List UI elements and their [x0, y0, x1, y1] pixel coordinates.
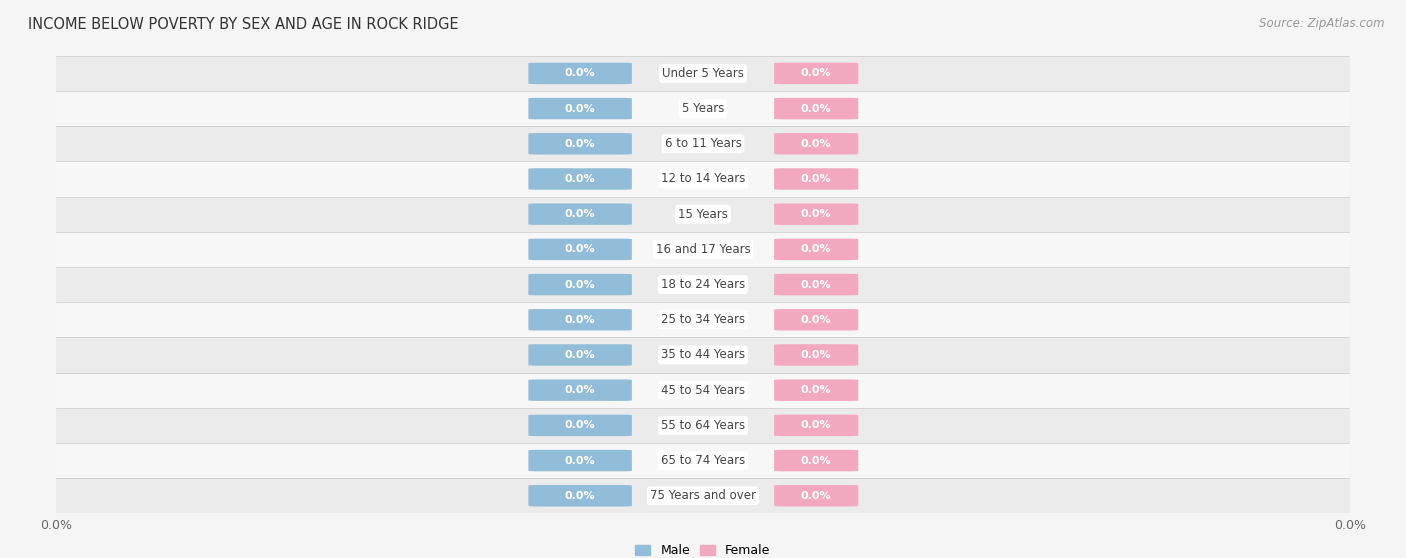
FancyBboxPatch shape [529, 62, 631, 84]
Text: 0.0%: 0.0% [801, 491, 831, 501]
Bar [56, 161, 1350, 196]
Bar [56, 267, 1350, 302]
Text: 0.0%: 0.0% [565, 315, 595, 325]
FancyBboxPatch shape [529, 485, 631, 507]
FancyBboxPatch shape [529, 169, 631, 190]
Text: 0.0%: 0.0% [565, 209, 595, 219]
FancyBboxPatch shape [775, 379, 858, 401]
Bar [56, 443, 1350, 478]
FancyBboxPatch shape [529, 344, 631, 365]
FancyBboxPatch shape [775, 274, 858, 295]
FancyBboxPatch shape [529, 133, 631, 155]
FancyBboxPatch shape [775, 344, 858, 365]
Text: 6 to 11 Years: 6 to 11 Years [665, 137, 741, 150]
Text: 0.0%: 0.0% [801, 280, 831, 290]
Text: 0.0%: 0.0% [801, 69, 831, 78]
FancyBboxPatch shape [529, 239, 631, 260]
Text: 0.0%: 0.0% [565, 420, 595, 430]
Text: Under 5 Years: Under 5 Years [662, 67, 744, 80]
Text: 0.0%: 0.0% [565, 69, 595, 78]
Bar [56, 56, 1350, 91]
Text: 35 to 44 Years: 35 to 44 Years [661, 349, 745, 362]
Text: 0.0%: 0.0% [565, 244, 595, 254]
Text: INCOME BELOW POVERTY BY SEX AND AGE IN ROCK RIDGE: INCOME BELOW POVERTY BY SEX AND AGE IN R… [28, 17, 458, 32]
Bar [56, 91, 1350, 126]
FancyBboxPatch shape [775, 485, 858, 507]
FancyBboxPatch shape [775, 62, 858, 84]
Text: 15 Years: 15 Years [678, 208, 728, 220]
Text: 0.0%: 0.0% [801, 420, 831, 430]
Text: 0.0%: 0.0% [565, 385, 595, 395]
Text: 0.0%: 0.0% [565, 139, 595, 149]
Bar [56, 196, 1350, 232]
FancyBboxPatch shape [529, 309, 631, 330]
Bar [56, 232, 1350, 267]
FancyBboxPatch shape [775, 239, 858, 260]
FancyBboxPatch shape [775, 415, 858, 436]
Text: 18 to 24 Years: 18 to 24 Years [661, 278, 745, 291]
Text: 0.0%: 0.0% [801, 104, 831, 114]
FancyBboxPatch shape [529, 415, 631, 436]
Legend: Male, Female: Male, Female [630, 539, 776, 558]
FancyBboxPatch shape [529, 379, 631, 401]
Text: 25 to 34 Years: 25 to 34 Years [661, 313, 745, 326]
Text: 0.0%: 0.0% [801, 350, 831, 360]
Text: 5 Years: 5 Years [682, 102, 724, 115]
FancyBboxPatch shape [775, 98, 858, 119]
Text: 0.0%: 0.0% [565, 455, 595, 465]
FancyBboxPatch shape [775, 169, 858, 190]
Text: 55 to 64 Years: 55 to 64 Years [661, 419, 745, 432]
Text: 12 to 14 Years: 12 to 14 Years [661, 172, 745, 185]
FancyBboxPatch shape [775, 309, 858, 330]
Bar [56, 126, 1350, 161]
Text: 0.0%: 0.0% [801, 209, 831, 219]
Text: 0.0%: 0.0% [565, 174, 595, 184]
FancyBboxPatch shape [775, 204, 858, 225]
Text: 65 to 74 Years: 65 to 74 Years [661, 454, 745, 467]
Text: 75 Years and over: 75 Years and over [650, 489, 756, 502]
Text: 16 and 17 Years: 16 and 17 Years [655, 243, 751, 256]
Text: 0.0%: 0.0% [801, 385, 831, 395]
FancyBboxPatch shape [529, 98, 631, 119]
Text: Source: ZipAtlas.com: Source: ZipAtlas.com [1260, 17, 1385, 30]
Bar [56, 373, 1350, 408]
Bar [56, 478, 1350, 513]
Bar [56, 302, 1350, 338]
FancyBboxPatch shape [775, 450, 858, 472]
Bar [56, 338, 1350, 373]
Text: 0.0%: 0.0% [801, 455, 831, 465]
Text: 0.0%: 0.0% [565, 350, 595, 360]
Text: 0.0%: 0.0% [801, 315, 831, 325]
Bar [56, 408, 1350, 443]
Text: 0.0%: 0.0% [801, 174, 831, 184]
FancyBboxPatch shape [529, 204, 631, 225]
Text: 0.0%: 0.0% [801, 139, 831, 149]
Text: 0.0%: 0.0% [565, 491, 595, 501]
Text: 0.0%: 0.0% [801, 244, 831, 254]
FancyBboxPatch shape [529, 274, 631, 295]
Text: 0.0%: 0.0% [565, 280, 595, 290]
Text: 45 to 54 Years: 45 to 54 Years [661, 384, 745, 397]
Text: 0.0%: 0.0% [565, 104, 595, 114]
FancyBboxPatch shape [529, 450, 631, 472]
FancyBboxPatch shape [775, 133, 858, 155]
